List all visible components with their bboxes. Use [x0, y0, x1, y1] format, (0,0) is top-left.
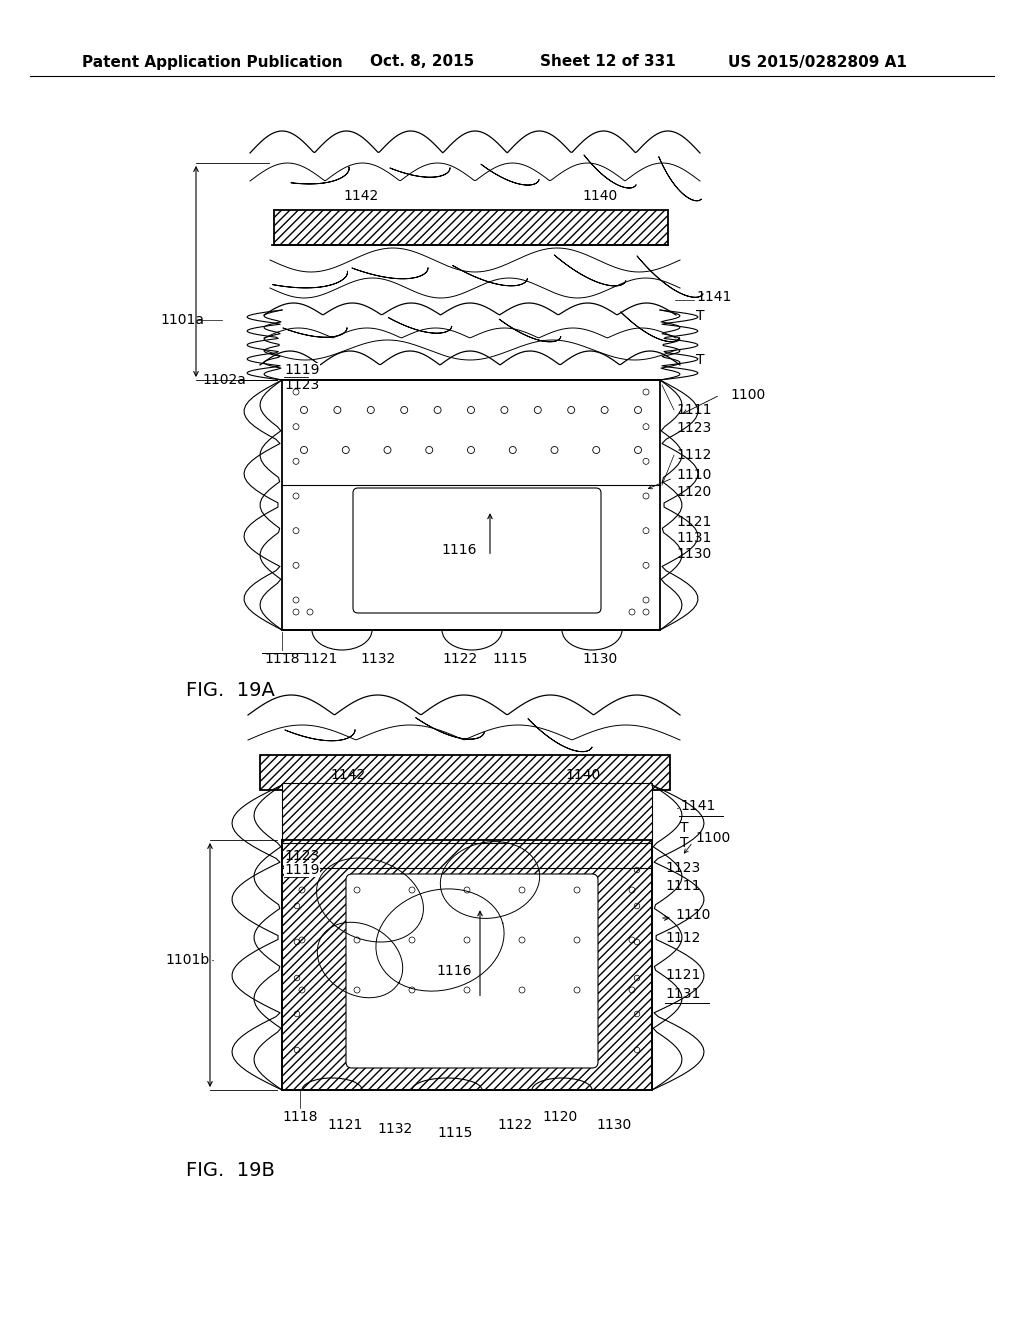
Text: 1120: 1120	[676, 484, 712, 499]
Text: 1130: 1130	[583, 652, 617, 667]
Text: 1121: 1121	[302, 652, 338, 667]
Text: T: T	[696, 352, 705, 367]
Text: 1121: 1121	[328, 1118, 362, 1133]
Text: 1100: 1100	[730, 388, 765, 403]
Bar	[260, 755, 670, 789]
Text: 1140: 1140	[582, 189, 617, 203]
FancyBboxPatch shape	[346, 874, 598, 1068]
Bar	[282, 840, 652, 1090]
Text: 1100: 1100	[695, 832, 730, 845]
Text: 1123: 1123	[284, 378, 319, 392]
Text: 1121: 1121	[676, 515, 712, 529]
Text: 1101a: 1101a	[160, 313, 204, 327]
Text: Patent Application Publication: Patent Application Publication	[82, 54, 343, 70]
Text: 1115: 1115	[437, 1126, 473, 1140]
Text: 1131: 1131	[676, 531, 712, 545]
Text: 1112: 1112	[665, 931, 700, 945]
Text: 1110: 1110	[676, 469, 712, 482]
Text: 1130: 1130	[596, 1118, 632, 1133]
Text: 1110: 1110	[675, 908, 711, 921]
Bar	[274, 210, 668, 246]
FancyBboxPatch shape	[353, 488, 601, 612]
Text: 1119: 1119	[284, 363, 319, 378]
Text: 1122: 1122	[498, 1118, 532, 1133]
Text: 1119: 1119	[284, 863, 319, 876]
Text: Sheet 12 of 331: Sheet 12 of 331	[540, 54, 676, 70]
Text: 1132: 1132	[378, 1122, 413, 1137]
Text: T: T	[696, 309, 705, 323]
Text: Oct. 8, 2015: Oct. 8, 2015	[370, 54, 474, 70]
Text: 1132: 1132	[360, 652, 395, 667]
Text: T: T	[680, 836, 688, 850]
Text: FIG.  19B: FIG. 19B	[186, 1160, 274, 1180]
Text: 1116: 1116	[436, 964, 471, 978]
Text: 1123: 1123	[284, 849, 319, 863]
Text: 1118: 1118	[264, 652, 300, 667]
Text: 1130: 1130	[676, 546, 712, 561]
Text: 1122: 1122	[442, 652, 477, 667]
Text: 1102a: 1102a	[202, 374, 246, 387]
Text: 1141: 1141	[696, 290, 731, 304]
Text: 1140: 1140	[565, 768, 600, 781]
Text: 1142: 1142	[343, 189, 378, 203]
Text: 1112: 1112	[676, 447, 712, 462]
Text: 1141: 1141	[680, 799, 716, 813]
Text: FIG.  19A: FIG. 19A	[186, 681, 274, 700]
Text: 1123: 1123	[676, 421, 712, 436]
Text: 1121: 1121	[665, 968, 700, 982]
Text: 1116: 1116	[441, 544, 477, 557]
Text: 1118: 1118	[283, 1110, 317, 1125]
Text: 1111: 1111	[665, 879, 700, 894]
Bar	[282, 783, 652, 843]
Text: 1131: 1131	[665, 987, 700, 1001]
Text: US 2015/0282809 A1: US 2015/0282809 A1	[728, 54, 907, 70]
Text: 1123: 1123	[665, 861, 700, 875]
Text: 1111: 1111	[676, 403, 712, 417]
Text: 1115: 1115	[493, 652, 527, 667]
Text: T: T	[680, 821, 688, 836]
Text: 1142: 1142	[330, 768, 366, 781]
Text: 1101b: 1101b	[165, 953, 209, 968]
Text: 1120: 1120	[543, 1110, 578, 1125]
